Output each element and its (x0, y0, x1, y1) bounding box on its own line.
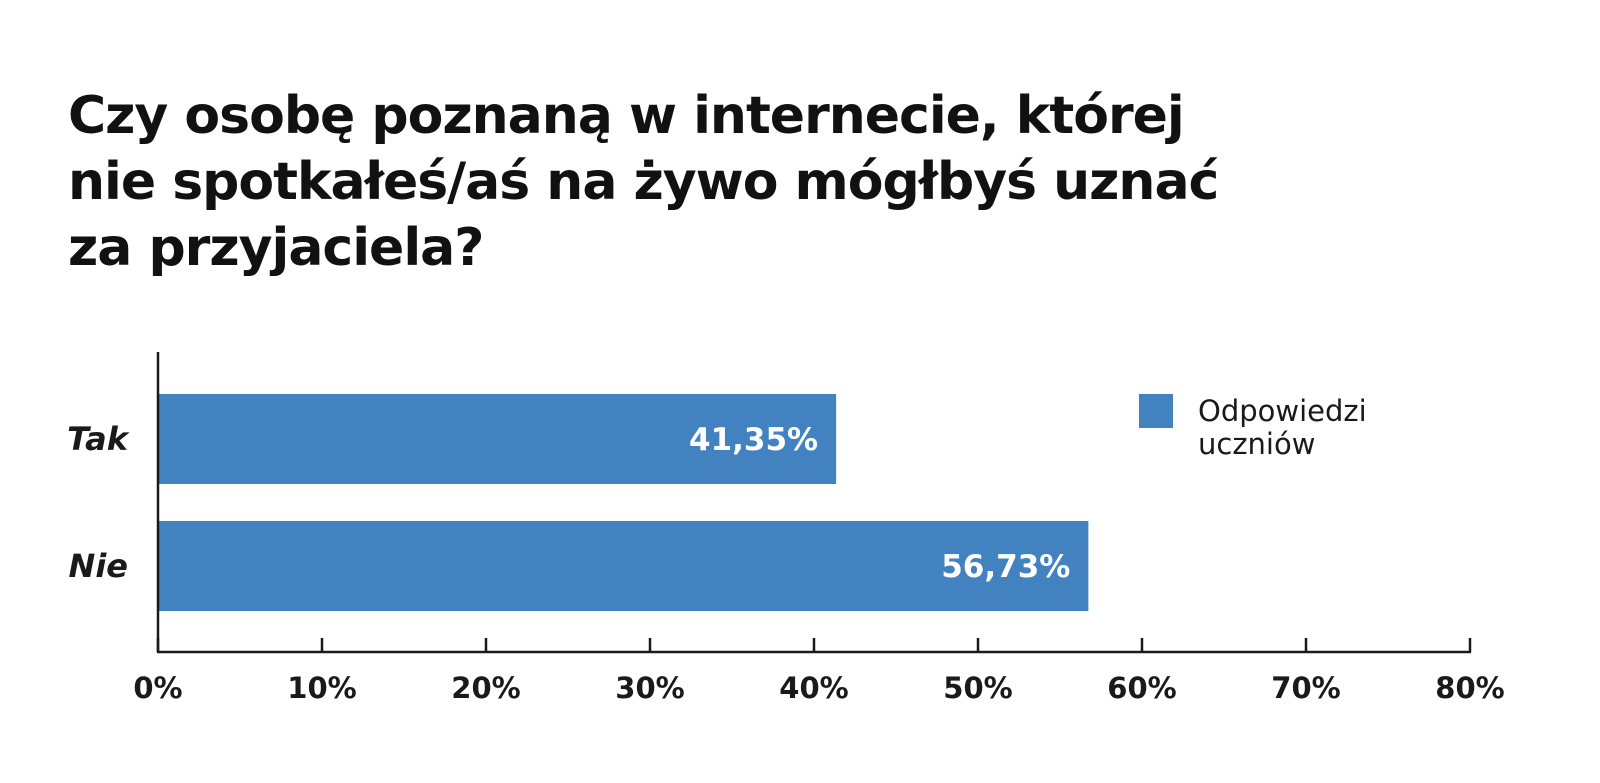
bars-layer (158, 394, 1089, 611)
category-label: Tak (67, 420, 130, 458)
legend-label: Odpowiedzi (1198, 394, 1367, 428)
data-label: 41,35% (689, 422, 818, 458)
x-tick-label: 60% (1107, 671, 1176, 705)
x-tick-label: 80% (1435, 671, 1504, 705)
x-tick-label: 70% (1271, 671, 1340, 705)
x-tick-label: 40% (779, 671, 848, 705)
x-tick-label: 30% (615, 671, 684, 705)
bar-nie (158, 521, 1089, 611)
chart-title-line: Czy osobę poznaną w internecie, której (68, 86, 1185, 146)
category-label: Nie (69, 547, 128, 585)
x-tick-label: 50% (943, 671, 1012, 705)
x-tick-label: 0% (133, 671, 182, 705)
axis-layer: 0% 10% 20% 30% 40% 50% 60% 70% 80% (133, 352, 1505, 705)
legend-swatch (1139, 394, 1173, 428)
labels-layer: 41,35% Tak 56,73% Nie (67, 420, 1070, 585)
chart-title: Czy osobę poznaną w internecie, której n… (68, 83, 1318, 281)
data-label: 56,73% (941, 549, 1070, 585)
x-tick-label: 10% (287, 671, 356, 705)
legend-label: uczniów (1198, 427, 1315, 461)
chart-title-line: za przyjaciela? (68, 218, 484, 278)
x-tick-label: 20% (451, 671, 520, 705)
chart-title-line: nie spotkałeś/aś na żywo mógłbyś uznać (68, 152, 1219, 212)
bar-tak (158, 394, 837, 484)
